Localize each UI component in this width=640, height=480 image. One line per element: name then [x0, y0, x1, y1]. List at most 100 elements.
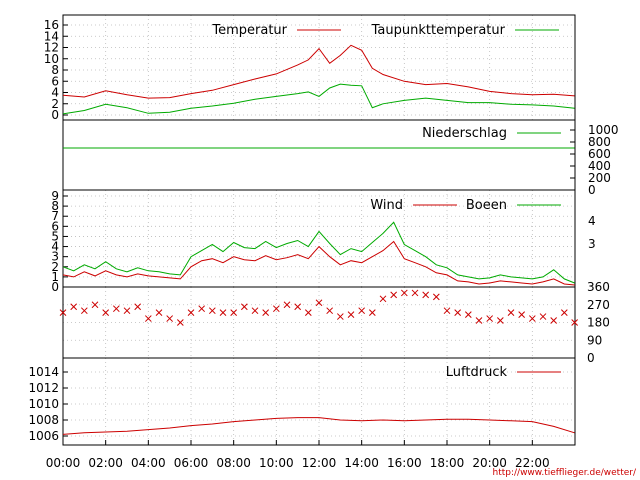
y-tick-label: 1006 [28, 429, 59, 443]
legend-label: Wind [370, 198, 403, 213]
y-tick-label: 14 [44, 29, 59, 43]
x-tick-label: 08:00 [216, 456, 251, 470]
wind-direction-point [80, 307, 88, 315]
y-tick-label: 4 [51, 86, 59, 100]
x-tick-label: 14:00 [344, 456, 379, 470]
y-tick-label: 10 [44, 52, 59, 66]
y-tick-label: 3 [51, 250, 59, 264]
wind-direction-point [347, 311, 355, 318]
wind-direction-point [411, 289, 419, 297]
y-tick-label: 1012 [28, 381, 59, 395]
wind-direction-point [59, 309, 67, 316]
y-tick-label: 12 [44, 41, 59, 55]
x-tick-label: 04:00 [131, 456, 166, 470]
y-tick-label: 9 [51, 189, 59, 203]
wind-direction-point [390, 291, 398, 299]
wind-direction-point [400, 289, 408, 297]
series-line-luftdruck [62, 417, 575, 435]
y-tick-label: 1010 [28, 397, 59, 411]
wind-direction-point [198, 305, 206, 313]
wind-direction-point [91, 301, 99, 309]
credit-url: http://www.tiefflieger.de/wetter/ [493, 468, 637, 478]
y-tick-label: 0 [587, 351, 595, 365]
wind-direction-point [464, 311, 472, 318]
wind-direction-point [432, 293, 440, 301]
wind-direction-point [187, 309, 195, 316]
wind-direction-panel: 0 90 180 270 360 [59, 280, 610, 365]
legend-label: Niederschlag [422, 126, 507, 141]
series-line-temperatur [62, 44, 575, 99]
wind-direction-point [262, 309, 270, 316]
x-tick-label: 16:00 [387, 456, 422, 470]
x-tick-label: 02:00 [88, 456, 123, 470]
x-tick-label: 06:00 [174, 456, 209, 470]
y-tick-label: 800 [588, 135, 611, 149]
y-tick-label: 200 [588, 171, 611, 185]
wind-direction-point [144, 315, 152, 322]
y-tick-label: 6 [51, 219, 59, 233]
wind-direction-point [112, 305, 120, 313]
y-tick-label: 6 [51, 74, 59, 88]
wind-direction-point [550, 317, 558, 324]
wind-direction-point [379, 295, 387, 303]
y-tick-label: 0 [51, 280, 59, 294]
wind-direction-point [528, 315, 536, 322]
wind-direction-point [102, 309, 110, 316]
wind-direction-point [326, 307, 334, 315]
series-line-wind [62, 240, 575, 286]
y-tick-label: 0 [588, 183, 596, 197]
x-tick-label: 22:00 [515, 456, 550, 470]
y-tick-label: 360 [587, 280, 610, 294]
pressure-panel: 1006 1008 1010 1012 1014 Luftdruck [28, 357, 576, 446]
y-tick-label: 1008 [28, 413, 59, 427]
wind-direction-point [475, 317, 483, 324]
wind-direction-point [219, 309, 227, 316]
wind-direction-point [443, 307, 451, 315]
wind-direction-point [240, 303, 248, 311]
y-tick-label: 0 [51, 108, 59, 122]
legend-label: Luftdruck [446, 365, 508, 380]
y-tick-label: 5 [51, 229, 59, 243]
y-tick-label: 1000 [588, 123, 619, 137]
wind-direction-point [283, 301, 291, 309]
legend-label: Temperatur [211, 23, 287, 38]
wind-direction-point [486, 315, 494, 322]
series-line-taupunkttemperatur [62, 83, 575, 115]
wind-direction-point [358, 307, 366, 315]
legend-label: Taupunkttemperatur [371, 23, 506, 38]
y-tick-label: 7 [51, 209, 59, 223]
wind-direction-point [315, 299, 323, 307]
wind-direction-point [251, 307, 259, 315]
wind-direction-point [422, 291, 430, 299]
y-tick-label: 2 [51, 260, 59, 274]
series-line-boeen [62, 221, 575, 284]
wind-direction-point [496, 317, 504, 324]
wind-direction-point [230, 309, 238, 316]
wind-direction-point [336, 313, 344, 320]
wind-direction-point [454, 309, 462, 316]
wind-direction-point [70, 303, 78, 311]
y-tick-label: 270 [587, 298, 610, 312]
wind-direction-point [272, 305, 280, 313]
wind-direction-point [560, 309, 568, 316]
x-tick-label: 18:00 [430, 456, 465, 470]
y-tick-label: 4 [588, 214, 596, 228]
y-tick-label: 90 [587, 333, 602, 347]
y-tick-label: 16 [44, 18, 59, 32]
wind-direction-point [208, 307, 216, 315]
wind-direction-point [539, 313, 547, 320]
y-tick-label: 180 [587, 316, 610, 330]
y-tick-label: 600 [588, 147, 611, 161]
wind-direction-point [304, 309, 312, 316]
wind-direction-point [507, 309, 515, 316]
time-axis: 00:00 02:00 04:00 06:00 08:00 10:00 12:00 14:00… [46, 440, 550, 470]
y-tick-label: 1014 [28, 365, 59, 379]
y-tick-label: 3 [588, 237, 596, 251]
y-tick-label: 400 [588, 159, 611, 173]
y-tick-label: 8 [51, 63, 59, 77]
wind-direction-point [134, 303, 142, 311]
x-tick-label: 12:00 [302, 456, 337, 470]
